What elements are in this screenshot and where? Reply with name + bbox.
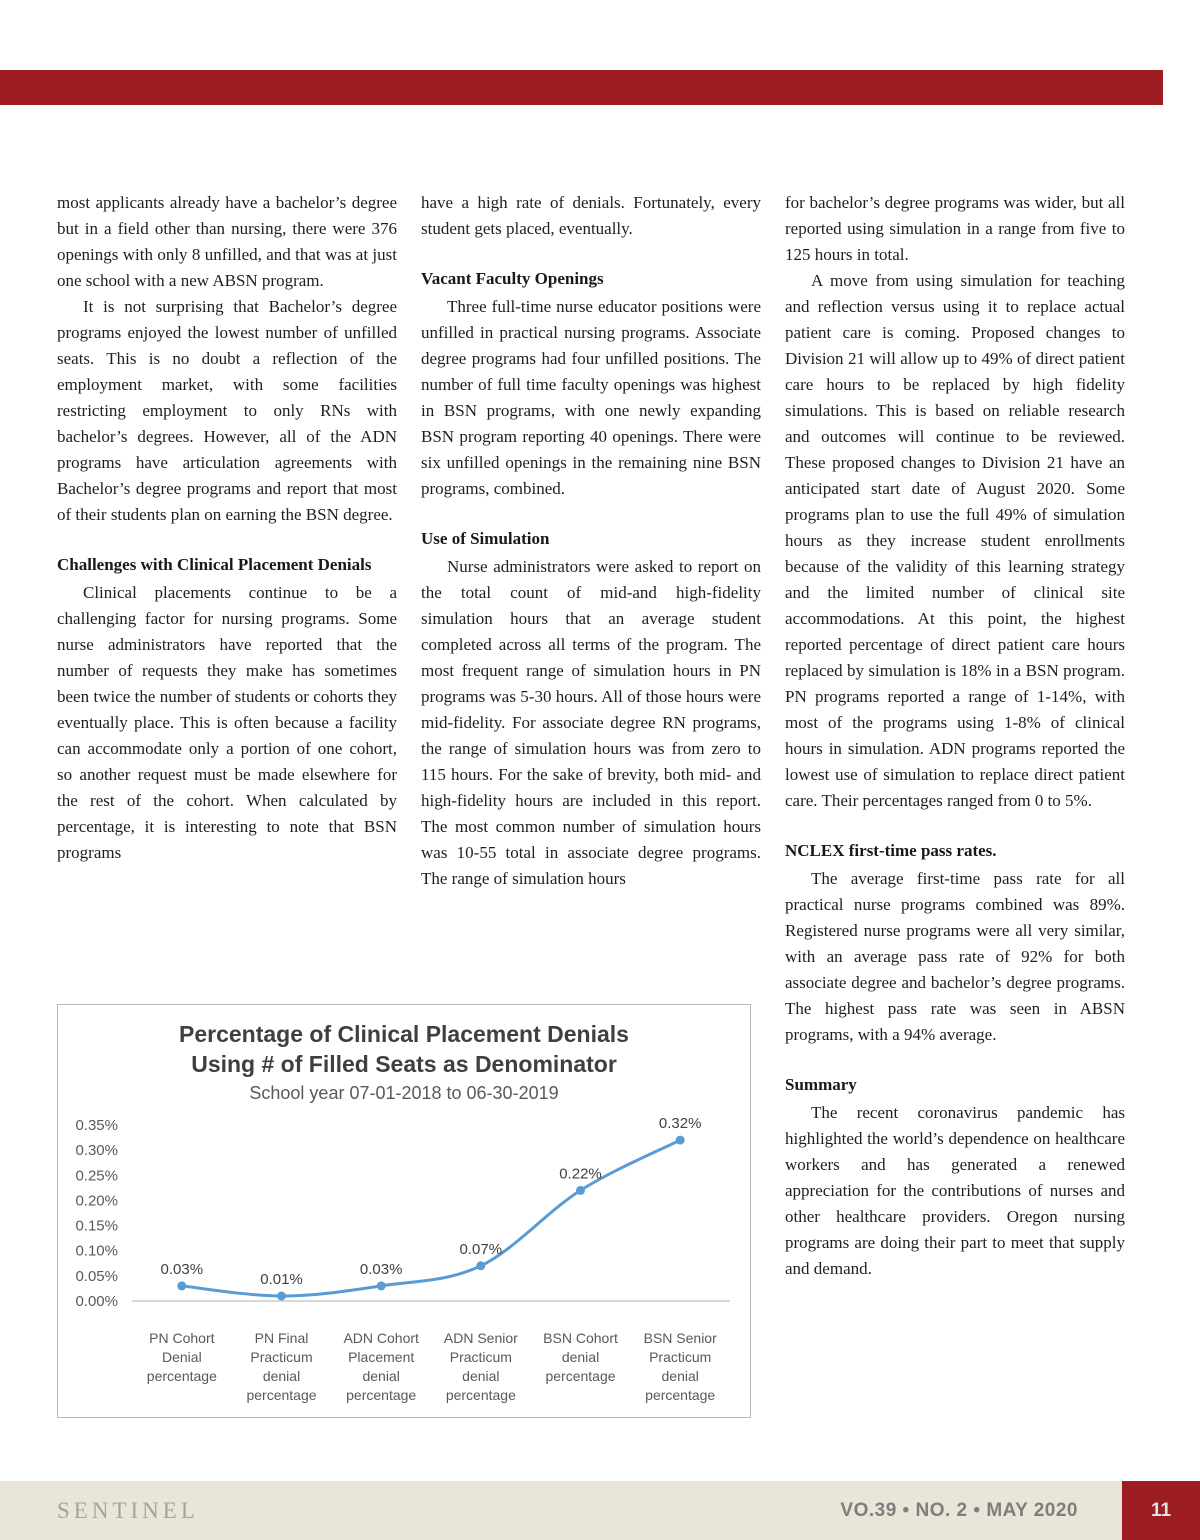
footer-brand: SENTINEL bbox=[57, 1497, 199, 1523]
text-columns: most applicants already have a bachelor’… bbox=[57, 190, 761, 990]
section-heading-vacant-faculty-openings: Vacant Faculty Openings bbox=[421, 269, 604, 288]
article: most applicants already have a bachelor’… bbox=[57, 190, 1125, 1418]
paragraph: Clinical placements continue to be a cha… bbox=[57, 583, 397, 862]
y-tick-label: 0.30% bbox=[75, 1142, 118, 1159]
chart-x-label: BSN Cohort denial percentage bbox=[543, 1330, 618, 1384]
chart-x-label: PN Final Practicum denial percentage bbox=[246, 1330, 317, 1403]
y-tick-label: 0.20% bbox=[75, 1192, 118, 1209]
chart-marker bbox=[576, 1185, 585, 1195]
chart-marker bbox=[277, 1291, 286, 1301]
y-tick-label: 0.25% bbox=[75, 1167, 118, 1184]
chart-x-label: PN Cohort Denial percentage bbox=[146, 1330, 217, 1384]
paragraph: for bachelor’s degree programs was wider… bbox=[785, 193, 1125, 264]
chart-line bbox=[180, 1138, 682, 1298]
y-tick-label: 0.15% bbox=[75, 1218, 118, 1235]
column-1: most applicants already have a bachelor’… bbox=[57, 190, 397, 866]
section-heading-summary: Summary bbox=[785, 1075, 857, 1094]
column-2: have a high rate of denials. Fortunately… bbox=[421, 190, 761, 892]
chart-title-line2: Using # of Filled Seats as Denominator bbox=[191, 1051, 617, 1077]
chart-subtitle: School year 07-01-2018 to 06-30-2019 bbox=[249, 1083, 559, 1103]
paragraph: It is not surprising that Bachelor’s deg… bbox=[57, 297, 397, 524]
paragraph: A move from using simulation for teachin… bbox=[785, 271, 1125, 810]
paragraph: The average first-time pass rate for all… bbox=[785, 869, 1125, 1044]
chart-x-label: ADN Senior Practicum denial percentage bbox=[443, 1330, 518, 1403]
chart-x-labels: PN Cohort Denial percentage PN Final Pra… bbox=[132, 1329, 730, 1405]
top-accent-bar bbox=[0, 70, 1163, 105]
paragraph: The recent coronavirus pandemic has high… bbox=[785, 1103, 1125, 1278]
clinical-placement-denials-chart: Percentage of Clinical Placement Denials… bbox=[57, 1004, 751, 1418]
left-two-columns-area: most applicants already have a bachelor’… bbox=[57, 190, 761, 1418]
chart-x-label: ADN Cohort Placement denial percentage bbox=[343, 1330, 419, 1403]
section-heading-nclex-pass-rates: NCLEX first-time pass rates. bbox=[785, 841, 997, 860]
paragraph: Three full-time nurse educator positions… bbox=[421, 297, 761, 498]
footer: SENTINEL VO.39 • NO. 2 • MAY 2020 11 bbox=[0, 1481, 1200, 1540]
chart-x-label: BSN Senior Practicum denial percentage bbox=[643, 1330, 717, 1403]
data-label: 0.01% bbox=[260, 1271, 303, 1288]
y-tick-label: 0.00% bbox=[75, 1293, 118, 1310]
chart-marker bbox=[177, 1281, 187, 1291]
y-tick-label: 0.35% bbox=[75, 1117, 118, 1134]
paragraph: Nurse administrators were asked to repor… bbox=[421, 557, 761, 888]
footer-issue: VO.39 • NO. 2 • MAY 2020 bbox=[840, 1499, 1078, 1521]
column-3: for bachelor’s degree programs was wider… bbox=[785, 190, 1125, 1418]
section-heading-use-of-simulation: Use of Simulation bbox=[421, 529, 550, 548]
data-label: 0.03% bbox=[360, 1261, 403, 1278]
page-number-block: 11 bbox=[1122, 1481, 1200, 1540]
y-tick-label: 0.05% bbox=[75, 1268, 118, 1285]
chart-marker bbox=[675, 1135, 685, 1145]
y-tick-label: 0.10% bbox=[75, 1243, 118, 1260]
paragraph: have a high rate of denials. Fortunately… bbox=[421, 193, 761, 238]
chart-marker bbox=[476, 1261, 486, 1271]
data-label: 0.22% bbox=[559, 1165, 602, 1182]
chart-plot-svg: 0.00% 0.05% 0.10% 0.15% 0.20% 0.25% 0.30% 0.35%… bbox=[75, 1115, 730, 1310]
paragraph: most applicants already have a bachelor’… bbox=[57, 193, 397, 290]
page-number: 11 bbox=[1150, 1499, 1172, 1521]
section-heading-clinical-placement-denials: Challenges with Clinical Placement Denia… bbox=[57, 555, 372, 574]
chart-title: Percentage of Clinical Placement Denials bbox=[179, 1021, 629, 1047]
data-label: 0.03% bbox=[161, 1261, 204, 1278]
chart-marker bbox=[376, 1281, 386, 1291]
data-label: 0.32% bbox=[659, 1115, 702, 1132]
data-label: 0.07% bbox=[460, 1241, 503, 1258]
